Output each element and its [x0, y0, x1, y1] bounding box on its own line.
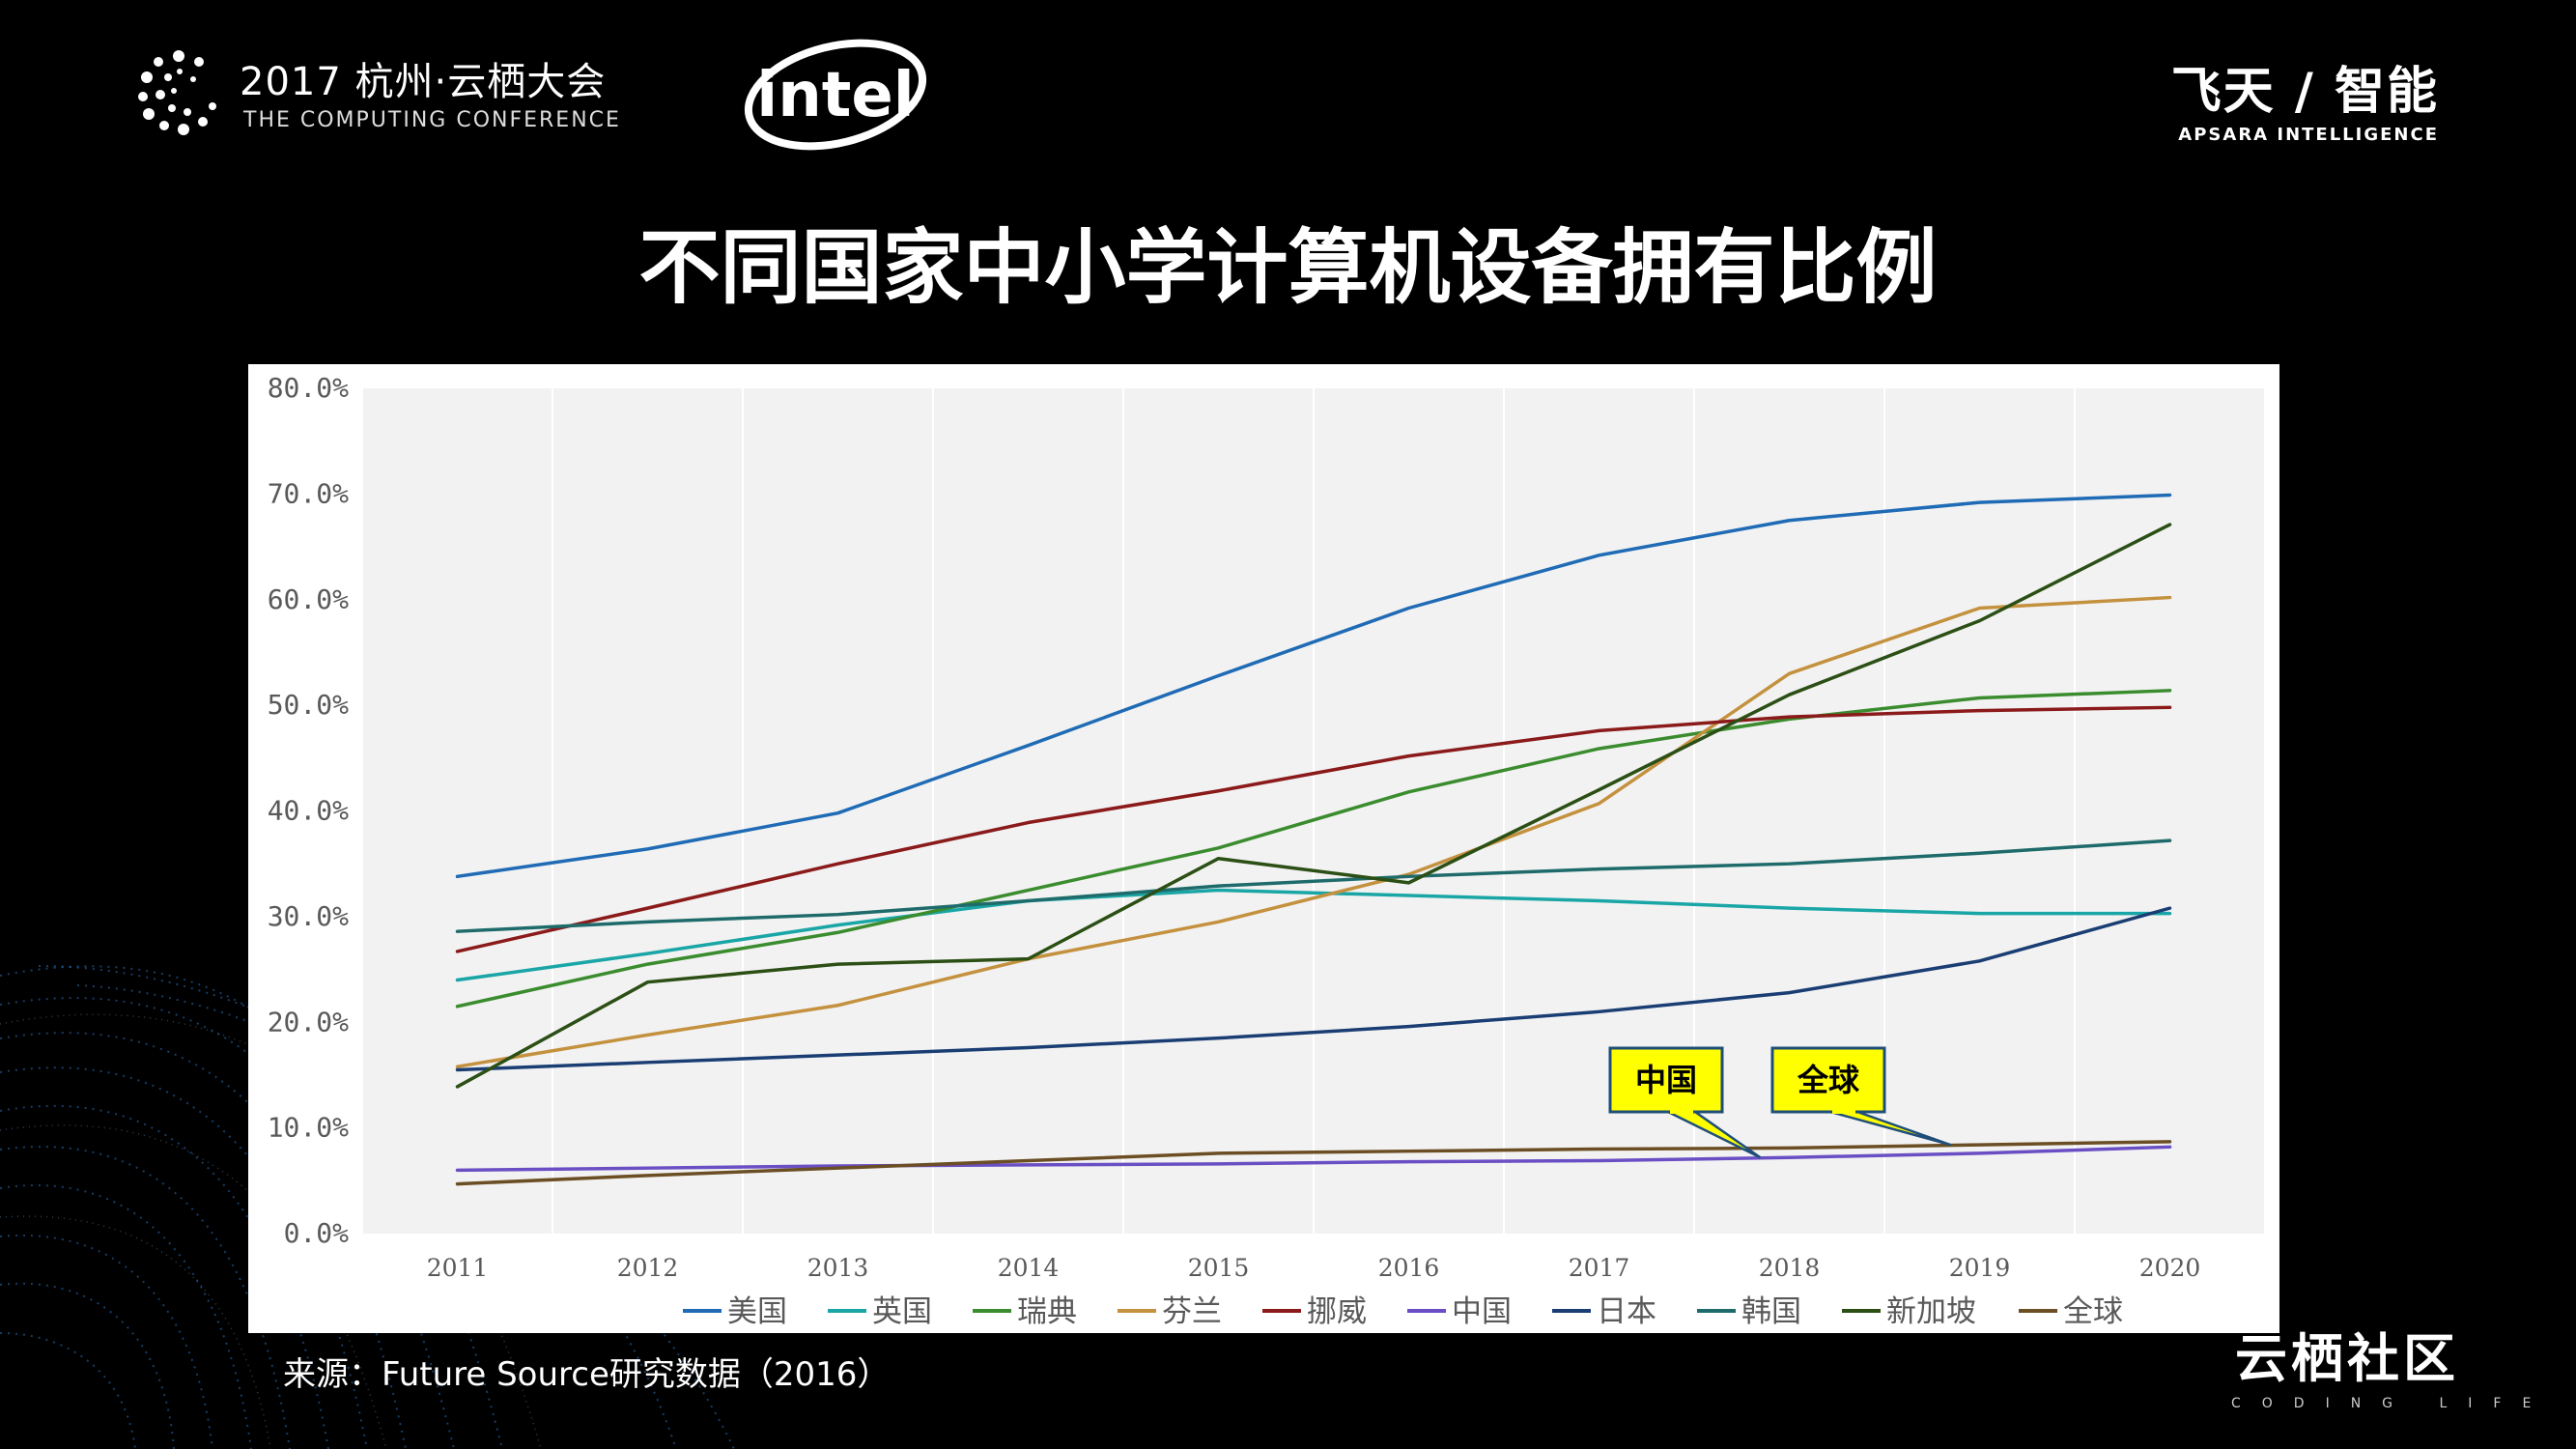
legend-label: 美国 [727, 1294, 787, 1329]
yunqi-community-sub: CODING LIFE [2231, 1396, 2553, 1411]
legend-label: 韩国 [1741, 1294, 1801, 1329]
x-tick-label: 2011 [427, 1254, 489, 1282]
x-tick-label: 2012 [617, 1254, 679, 1282]
series-line-新加坡 [455, 523, 2172, 1089]
legend-label: 日本 [1597, 1294, 1656, 1329]
conference-dots-icon [138, 50, 216, 135]
callout-label: 中国 [1635, 1062, 1697, 1098]
x-tick-label: 2014 [998, 1254, 1060, 1282]
intel-logo-text: intel [756, 60, 914, 131]
series-line-挪威 [455, 705, 2172, 953]
apsara-brand-main: 飞天 / 智能 [2170, 63, 2439, 121]
series-line-中国 [455, 1145, 2172, 1173]
callout-box [1608, 1046, 1724, 1114]
line-chart: 0.0% 10.0% 20.0% 30.0% 40.0% 50.0% 60.0% 70.0% 8… [268, 372, 2266, 1329]
y-tick-label: 50.0% [268, 689, 349, 721]
x-tick-label: 2017 [1569, 1254, 1630, 1282]
legend-label: 挪威 [1307, 1294, 1367, 1329]
legend-label: 英国 [872, 1294, 932, 1329]
source-note: 来源：Future Source研究数据（2016） [283, 1355, 891, 1394]
y-tick-label: 60.0% [268, 583, 349, 615]
x-tick-label: 2018 [1759, 1254, 1821, 1282]
conference-subtitle: THE COMPUTING CONFERENCE [243, 108, 621, 132]
apsara-brand: 飞天 / 智能 APSARA INTELLIGENCE [2168, 50, 2439, 147]
legend-label: 瑞典 [1017, 1294, 1077, 1329]
x-tick-label: 2016 [1378, 1254, 1440, 1282]
conference-title: 2017 杭州·云栖大会 [240, 60, 607, 104]
y-tick-label: 20.0% [268, 1006, 349, 1037]
series-line-英国 [455, 888, 2172, 982]
conference-logo: 2017 杭州·云栖大会 THE COMPUTING CONFERENCE [135, 48, 676, 145]
y-tick-label: 10.0% [268, 1112, 349, 1144]
intel-logo: intel [744, 39, 927, 151]
x-tick-label: 2020 [2139, 1254, 2201, 1282]
y-tick-label: 40.0% [268, 795, 349, 827]
yunqi-community-logo: 云栖社区 CODING LIFE [2231, 1316, 2553, 1422]
callout-label: 全球 [1797, 1062, 1860, 1098]
x-tick-label: 2015 [1188, 1254, 1250, 1282]
chart-panel: 0.0% 10.0% 20.0% 30.0% 40.0% 50.0% 60.0% 70.0% 8… [248, 364, 2279, 1333]
series-line-全球 [455, 1140, 2172, 1186]
series-line-日本 [455, 906, 2172, 1072]
legend-label: 全球 [2063, 1294, 2123, 1329]
x-tick-label: 2013 [807, 1254, 869, 1282]
apsara-brand-sub: APSARA INTELLIGENCE [2178, 125, 2439, 145]
series-line-芬兰 [455, 595, 2172, 1068]
legend-label: 新加坡 [1886, 1294, 1976, 1329]
y-tick-label: 0.0% [284, 1217, 350, 1249]
legend-label: 芬兰 [1162, 1294, 1222, 1329]
y-tick-label: 70.0% [268, 477, 349, 509]
series-line-美国 [455, 493, 2172, 879]
y-tick-label: 80.0% [268, 372, 349, 404]
series-line-韩国 [455, 838, 2172, 933]
series-line-瑞典 [455, 689, 2172, 1009]
y-tick-label: 30.0% [268, 900, 349, 932]
legend-label: 中国 [1452, 1294, 1512, 1329]
yunqi-community-main: 云栖社区 [2235, 1328, 2459, 1389]
x-tick-label: 2019 [1949, 1254, 2011, 1282]
page-title: 不同国家中小学计算机设备拥有比例 [638, 220, 1938, 315]
callout-box [1770, 1046, 1886, 1114]
